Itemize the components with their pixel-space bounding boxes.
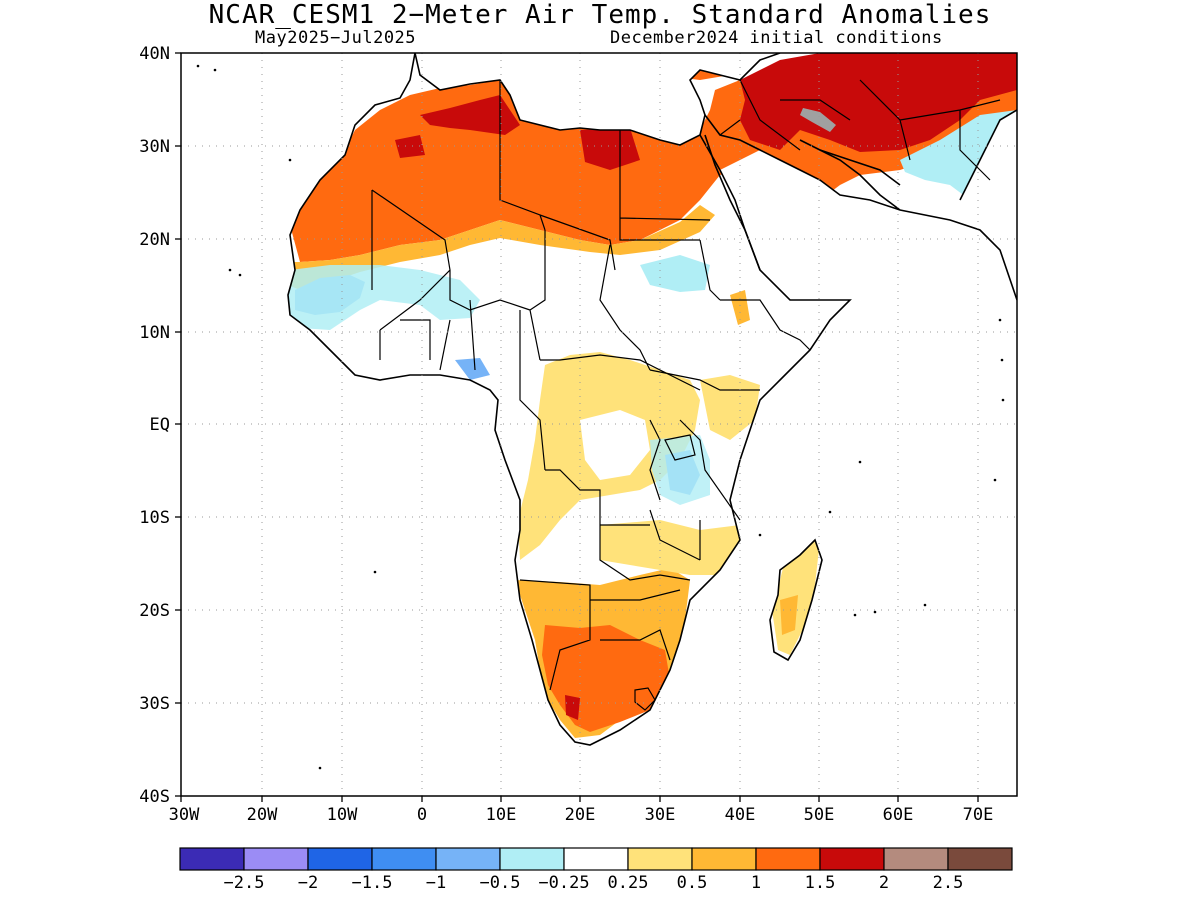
- red-sea: [704, 134, 761, 271]
- lat-label: 20S: [139, 601, 170, 621]
- colorbar-swatch: [755, 847, 821, 871]
- colorbar-swatch: [243, 847, 309, 871]
- lat-label: 10N: [139, 323, 170, 343]
- india-coast: [959, 109, 1017, 201]
- colorbar-label: −2: [298, 873, 318, 893]
- coastlines: [287, 53, 1017, 746]
- shade-mideast-red: [740, 53, 1017, 152]
- colorbar-swatch: [819, 847, 885, 871]
- lon-label: 30W: [169, 805, 200, 825]
- shade-missing: [800, 108, 836, 132]
- lat-label: 30N: [139, 137, 170, 157]
- colorbar-swatch: [307, 847, 373, 871]
- lake-victoria: [664, 434, 696, 461]
- lon-label: 20E: [565, 805, 596, 825]
- gridlines: [181, 53, 1017, 796]
- colorbar-label: −1.5: [352, 873, 393, 893]
- lon-label: 60E: [883, 805, 914, 825]
- shade-south-red: [565, 695, 580, 720]
- latitude-labels: 40N 30N 20N 10N EQ 10S 20S 30S 40S: [139, 44, 170, 807]
- colorbar-swatch: [947, 847, 1013, 871]
- shade-zambia-yellow: [600, 520, 745, 575]
- borders: [371, 79, 1001, 711]
- lat-label: 20N: [139, 230, 170, 250]
- colorbar-label: −0.5: [480, 873, 521, 893]
- border-lines: [371, 80, 811, 691]
- islands: [196, 64, 1005, 770]
- lon-label: 10E: [486, 805, 517, 825]
- initial-conditions: December2024 initial conditions: [610, 28, 943, 48]
- lon-label: 30E: [645, 805, 676, 825]
- colorbar: −2.5 −2 −1.5 −1 −0.5 −0.25 0.25 0.5 1 1.5 2 2.5: [179, 847, 1013, 893]
- lat-label: 40S: [139, 787, 170, 807]
- map-title: NCAR_CESM1 2−Meter Air Temp. Standard An…: [208, 0, 992, 30]
- colorbar-swatch: [563, 847, 629, 871]
- colorbar-swatch: [435, 847, 501, 871]
- lat-label: 10S: [139, 508, 170, 528]
- axis-ticks: [175, 52, 979, 802]
- shade-ghana-cool: [455, 358, 490, 380]
- colorbar-label: 2.5: [933, 873, 964, 893]
- shade-sahara-red-4: [395, 135, 425, 158]
- lon-label: 10W: [327, 805, 358, 825]
- colorbar-swatch: [691, 847, 757, 871]
- shade-sahara-red-3: [580, 128, 640, 170]
- longitude-labels: 30W 20W 10W 0 10E 20E 30E 40E 50E 60E 70…: [169, 805, 994, 825]
- border-mideast: [719, 79, 1001, 181]
- lon-label: 0: [417, 805, 427, 825]
- colorbar-label: 2: [879, 873, 889, 893]
- colorbar-label: 0.25: [608, 873, 649, 893]
- colorbar-label: −1: [426, 873, 446, 893]
- shade-sudan-cool: [640, 255, 710, 292]
- lesotho: [634, 687, 656, 711]
- colorbar-label: −2.5: [224, 873, 265, 893]
- colorbar-swatch: [627, 847, 693, 871]
- lon-label: 20W: [247, 805, 278, 825]
- lon-label: 70E: [963, 805, 994, 825]
- lat-label: 30S: [139, 694, 170, 714]
- colorbar-label: 1: [751, 873, 761, 893]
- lat-label: 40N: [139, 44, 170, 64]
- colorbar-label: −0.25: [538, 873, 589, 893]
- colorbar-swatch: [883, 847, 949, 871]
- shade-westafrica-cool-fringe: [288, 265, 480, 330]
- shade-sahara-red-2: [420, 95, 520, 135]
- lon-label: 40E: [725, 805, 756, 825]
- persian-gulf: [819, 149, 901, 186]
- lon-label: 50E: [804, 805, 835, 825]
- colorbar-swatch: [371, 847, 437, 871]
- shade-ethiopia-orange: [730, 290, 750, 325]
- shade-eastafrica-yellow: [700, 375, 760, 440]
- lat-label: EQ: [150, 415, 170, 435]
- africa-coast: [287, 53, 852, 746]
- colorbar-label: 1.5: [805, 873, 836, 893]
- colorbar-swatch: [179, 847, 245, 871]
- shade-tanzania-cool-fringe: [650, 435, 710, 505]
- ocean-mask: [181, 53, 1017, 796]
- forecast-period: May2025−Jul2025: [255, 28, 417, 48]
- colorbar-swatch: [499, 847, 565, 871]
- shade-congo-white: [580, 410, 650, 480]
- colorbar-label: 0.5: [677, 873, 708, 893]
- anomaly-shading: [288, 53, 1017, 738]
- shade-madagascar-orange: [780, 595, 798, 635]
- madagascar-coast: [769, 538, 823, 662]
